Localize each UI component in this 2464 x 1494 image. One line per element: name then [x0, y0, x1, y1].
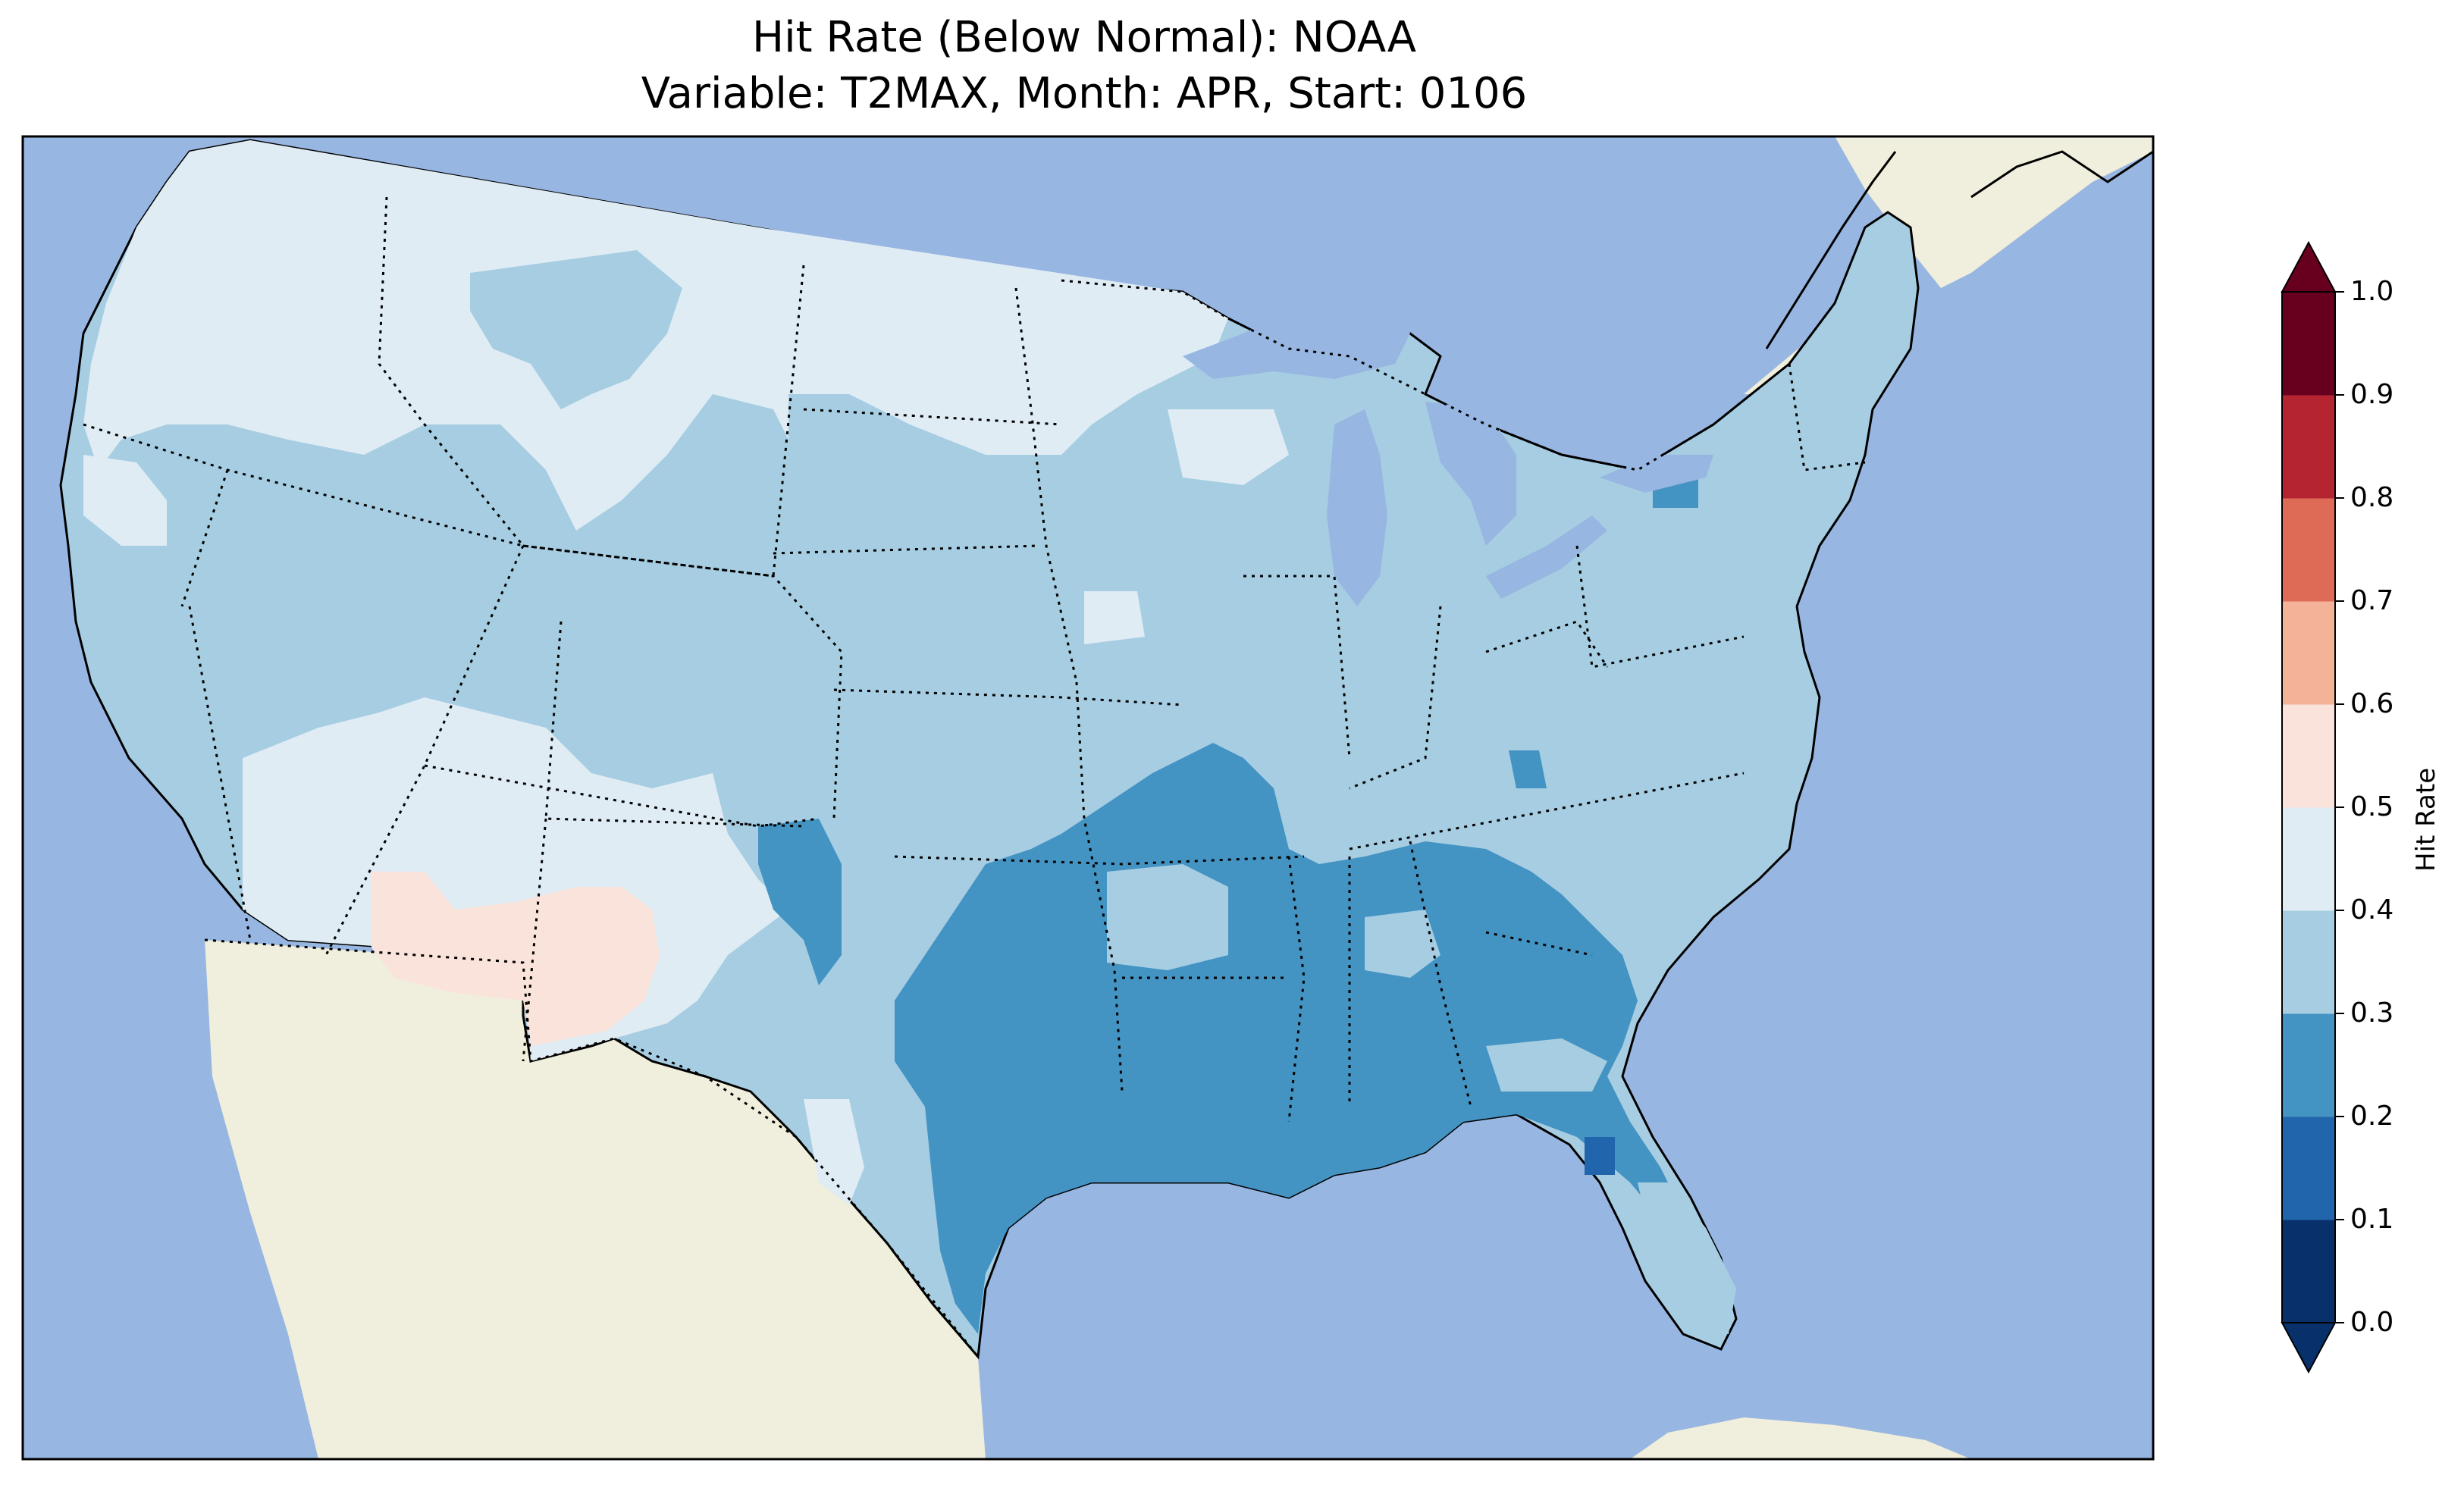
colorbar-tick-label: 1.0 — [2350, 276, 2394, 307]
colorbar-bin-6 — [2282, 601, 2335, 705]
region-0.3-0.4-georgia — [1365, 910, 1440, 978]
region-0.4-0.5-westtexas — [804, 1099, 864, 1205]
lake-superior — [1183, 288, 1410, 379]
colorbar-tick-label: 0.9 — [2350, 379, 2394, 410]
region-0.2-0.3-south — [895, 743, 1683, 1334]
region-0.2-0.3-texasstrip — [758, 819, 842, 985]
colorbar-tick-label: 0.2 — [2350, 1101, 2394, 1132]
colorbar-bin-8 — [2282, 395, 2335, 499]
region-0.3-0.4-montana — [470, 250, 682, 409]
canada-land — [167, 136, 2153, 394]
colorbar-tick-label: 0.8 — [2350, 482, 2394, 513]
colorbar-bin-5 — [2282, 704, 2335, 808]
colorbar-bin-9 — [2282, 292, 2335, 396]
colorbar-bin-2 — [2282, 1013, 2335, 1117]
colorbar-extend-max — [2281, 240, 2337, 293]
region-0.3-0.4-dakota — [788, 394, 1092, 531]
lake-huron — [1425, 402, 1516, 546]
colorbar-label: Hit Rate — [2411, 767, 2441, 872]
map-frame — [21, 135, 2155, 1461]
region-0.3-0.4-gulf — [1486, 1038, 1607, 1092]
colorbar-bin-1 — [2282, 1117, 2335, 1220]
colorbar-bin-0 — [2282, 1220, 2335, 1323]
map-title-line1: Hit Rate (Below Normal): NOAA — [751, 13, 1417, 62]
region-0.2-0.3-virginia — [1509, 750, 1547, 788]
international-border-mexico — [204, 938, 980, 1358]
colorbar-extend-min — [2281, 1322, 2337, 1374]
colorbar — [2281, 240, 2344, 1374]
colorbar-tick-label: 0.4 — [2350, 894, 2394, 926]
colorbar-tick-label: 0.3 — [2350, 998, 2394, 1029]
lake-ontario — [1600, 455, 1713, 493]
colorbar-tick-label: 0.6 — [2350, 688, 2394, 719]
lake-michigan — [1327, 409, 1387, 606]
mexico-land — [205, 940, 986, 1459]
map-title-line2: Variable: T2MAX, Month: APR, Start: 0106 — [641, 69, 1528, 118]
region-0.4-0.5-iowa — [1084, 591, 1145, 644]
colorbar-bin-3 — [2282, 910, 2335, 1014]
region-0.1-0.2-florida — [1585, 1137, 1615, 1175]
colorbar-tick-label: 0.7 — [2350, 585, 2394, 616]
canada-coast-line — [1765, 150, 2153, 349]
colorbar-bin-4 — [2282, 807, 2335, 911]
cuba-land — [1630, 1417, 1971, 1459]
colorbar-tick-label: 0.0 — [2350, 1307, 2394, 1338]
region-0.4-0.5-oregon — [83, 455, 167, 546]
map-area — [23, 136, 2153, 1459]
region-0.3-0.4-florida — [1638, 1182, 1736, 1334]
region-0.3-0.4-arkansas — [1107, 864, 1228, 970]
region-0.4-0.5-michigan — [1168, 409, 1289, 485]
colorbar-tick-label: 0.5 — [2350, 791, 2394, 822]
colorbar-tick-label: 0.1 — [2350, 1204, 2394, 1235]
colorbar-bin-7 — [2282, 498, 2335, 602]
region-0.5-0.6-arizona — [371, 872, 660, 1046]
international-border-canada — [1061, 279, 1836, 471]
lake-erie — [1486, 515, 1607, 599]
